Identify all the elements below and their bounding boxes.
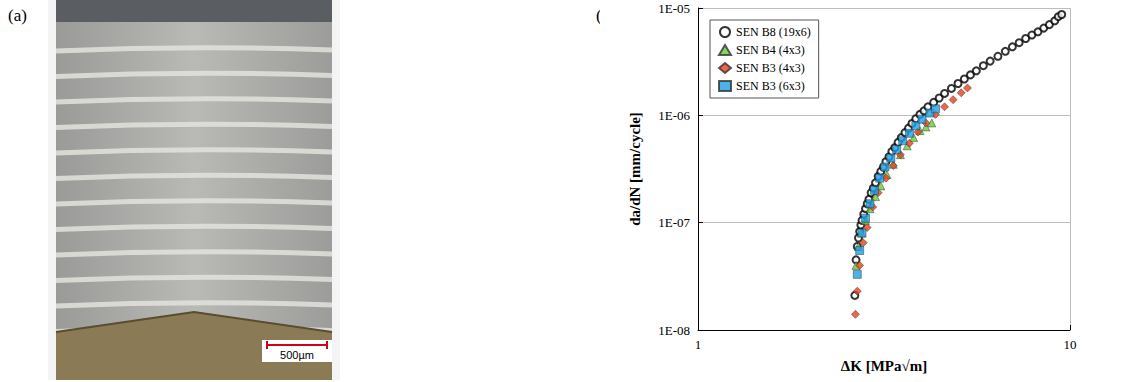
svg-text:1E-08: 1E-08	[658, 323, 690, 338]
svg-text:1E-06: 1E-06	[658, 108, 690, 123]
svg-text:SEN B4 (4x3): SEN B4 (4x3)	[736, 43, 805, 57]
svg-text:500µm: 500µm	[280, 349, 314, 361]
svg-text:1E-05: 1E-05	[658, 1, 690, 16]
svg-text:ΔK [MPa√m]: ΔK [MPa√m]	[841, 358, 927, 374]
svg-text:SEN B8 (19x6): SEN B8 (19x6)	[736, 25, 811, 39]
svg-text:10: 10	[1064, 337, 1077, 352]
svg-text:1E-07: 1E-07	[658, 215, 690, 230]
svg-text:SEN B3 (6x3): SEN B3 (6x3)	[736, 79, 805, 93]
svg-text:1: 1	[695, 337, 702, 352]
html-text:(a): (a)	[8, 6, 27, 25]
svg-text:da/dN [mm/cycle]: da/dN [mm/cycle]	[627, 112, 643, 226]
svg-text:SEN B3 (4x3): SEN B3 (4x3)	[736, 61, 805, 75]
html-text:(b): (b)	[596, 6, 616, 25]
